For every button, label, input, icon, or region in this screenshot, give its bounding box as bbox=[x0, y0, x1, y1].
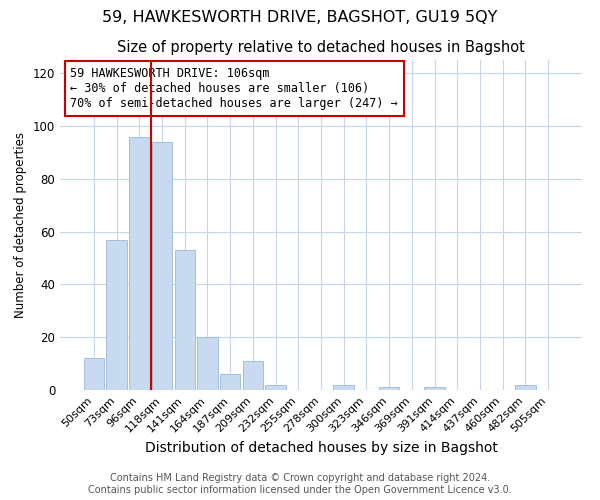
Bar bbox=[84, 358, 104, 390]
Bar bbox=[175, 250, 195, 390]
Bar bbox=[242, 361, 263, 390]
Bar bbox=[129, 136, 149, 390]
Text: Contains HM Land Registry data © Crown copyright and database right 2024.
Contai: Contains HM Land Registry data © Crown c… bbox=[88, 474, 512, 495]
Text: 59, HAWKESWORTH DRIVE, BAGSHOT, GU19 5QY: 59, HAWKESWORTH DRIVE, BAGSHOT, GU19 5QY bbox=[103, 10, 497, 25]
Title: Size of property relative to detached houses in Bagshot: Size of property relative to detached ho… bbox=[117, 40, 525, 54]
Text: 59 HAWKESWORTH DRIVE: 106sqm
← 30% of detached houses are smaller (106)
70% of s: 59 HAWKESWORTH DRIVE: 106sqm ← 30% of de… bbox=[70, 66, 398, 110]
Bar bbox=[152, 142, 172, 390]
Bar bbox=[515, 384, 536, 390]
Bar bbox=[265, 384, 286, 390]
Bar bbox=[197, 337, 218, 390]
Bar bbox=[379, 388, 400, 390]
X-axis label: Distribution of detached houses by size in Bagshot: Distribution of detached houses by size … bbox=[145, 441, 497, 455]
Bar bbox=[220, 374, 241, 390]
Bar bbox=[106, 240, 127, 390]
Y-axis label: Number of detached properties: Number of detached properties bbox=[14, 132, 27, 318]
Bar bbox=[424, 388, 445, 390]
Bar bbox=[334, 384, 354, 390]
